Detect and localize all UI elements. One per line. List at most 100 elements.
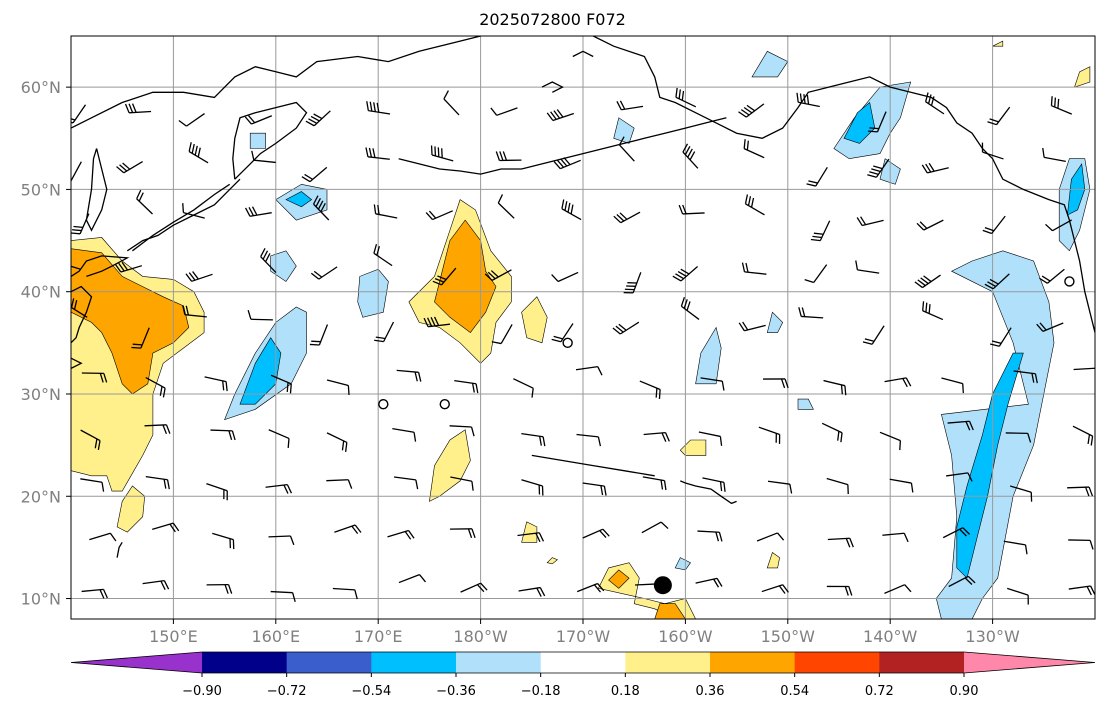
coastline <box>531 454 655 477</box>
wind-barb <box>312 195 330 221</box>
contour-fill <box>766 552 780 569</box>
wind-barb <box>738 103 765 118</box>
wind-barb <box>450 476 474 491</box>
wind-barb <box>1003 540 1028 555</box>
calm-circle <box>562 337 573 349</box>
wind-barb <box>80 478 105 492</box>
wind-barb <box>1045 219 1073 232</box>
coastline <box>572 50 594 58</box>
wind-barb <box>942 527 971 539</box>
wind-barb <box>639 380 661 400</box>
contour-fill <box>608 569 630 589</box>
wind-barb <box>856 216 884 227</box>
contour-fill <box>597 562 696 619</box>
latitude-tick-label: 50°N <box>21 180 61 199</box>
wind-barb <box>332 587 358 600</box>
wind-barb <box>71 161 82 182</box>
anomaly-contour-fills <box>71 40 1091 619</box>
wind-barb <box>430 145 454 162</box>
contour-fill <box>249 132 266 149</box>
wind-barb <box>301 166 328 183</box>
wind-barb <box>244 206 272 217</box>
wind-barb <box>643 432 670 442</box>
wind-barb <box>867 111 887 133</box>
wind-barb <box>879 431 902 451</box>
longitude-tick-label: 180°W <box>453 627 508 646</box>
wind-barb <box>612 321 640 335</box>
colorbar-tick-label: −0.36 <box>436 684 476 699</box>
calm-circle <box>439 399 450 410</box>
wind-barb <box>1072 425 1094 446</box>
wind-barb <box>867 158 890 178</box>
contour-fill <box>270 250 297 282</box>
contour-fill <box>116 485 146 533</box>
wind-barb <box>373 204 398 219</box>
wind-barb <box>561 199 582 221</box>
wind-barb <box>393 476 419 490</box>
colorbar-tick-label: 0.54 <box>780 684 809 699</box>
wind-barb <box>142 580 170 590</box>
contour-fill <box>679 439 707 456</box>
map-area <box>71 36 1095 619</box>
coastline <box>126 178 241 252</box>
contour-fill <box>1074 66 1091 88</box>
wind-barb <box>81 588 108 599</box>
wind-barb <box>268 429 290 448</box>
colorbar-extend-low <box>71 652 202 673</box>
wind-barb <box>804 264 828 284</box>
wind-barb <box>310 266 338 280</box>
wind-barb <box>618 136 635 162</box>
wind-barb <box>826 477 849 495</box>
coastline <box>541 81 564 93</box>
latitude-tick-label: 30°N <box>21 385 61 404</box>
wind-barb <box>695 577 723 588</box>
wind-barb <box>763 378 789 389</box>
wind-barb <box>827 537 854 548</box>
colorbar-segment <box>879 652 965 673</box>
wind-barb <box>823 379 847 396</box>
colorbar-extend-high <box>964 652 1095 673</box>
wind-barb <box>1067 486 1094 497</box>
coastline <box>71 357 83 369</box>
wind-barb <box>855 260 880 274</box>
wind-barb <box>551 271 579 283</box>
longitude-tick-label: 160°E <box>251 627 300 646</box>
wind-barb <box>136 189 153 215</box>
wind-barb <box>767 480 793 494</box>
wind-barb <box>387 529 415 540</box>
wind-barb <box>916 219 944 231</box>
wind-barb <box>491 324 513 345</box>
wind-barb <box>946 472 973 482</box>
wind-barb <box>984 273 1010 290</box>
wind-barb <box>921 162 949 174</box>
wind-barb <box>260 248 277 273</box>
gridlines <box>71 36 1095 619</box>
wind-barb <box>914 274 941 289</box>
wind-barb <box>81 372 108 383</box>
wind-barb <box>941 377 964 394</box>
wind-barb <box>741 262 767 275</box>
wind-barb <box>145 377 166 398</box>
wind-barb <box>495 151 522 162</box>
colorbar-tick-label: −0.90 <box>182 684 222 699</box>
wind-barb <box>71 296 88 318</box>
wind-barb <box>71 265 81 270</box>
calm-circle <box>1064 276 1075 287</box>
wind-barb <box>744 194 765 216</box>
contour-fill <box>843 101 876 144</box>
wind-barb <box>924 92 945 115</box>
wind-barb <box>642 476 667 491</box>
wind-barb <box>922 301 944 321</box>
wind-barb <box>1050 96 1073 115</box>
wind-barb <box>682 143 699 169</box>
wind-barb <box>796 92 820 108</box>
latitude-tick-label: 20°N <box>21 487 61 506</box>
wind-barb <box>700 377 725 391</box>
wind-barb <box>206 584 233 594</box>
wind-barb <box>582 482 607 496</box>
coastline <box>85 148 108 232</box>
wind-barb <box>131 327 150 349</box>
longitude-tick-label: 150°W <box>761 627 816 646</box>
wind-barb <box>546 109 575 122</box>
wind-barb <box>884 584 912 594</box>
